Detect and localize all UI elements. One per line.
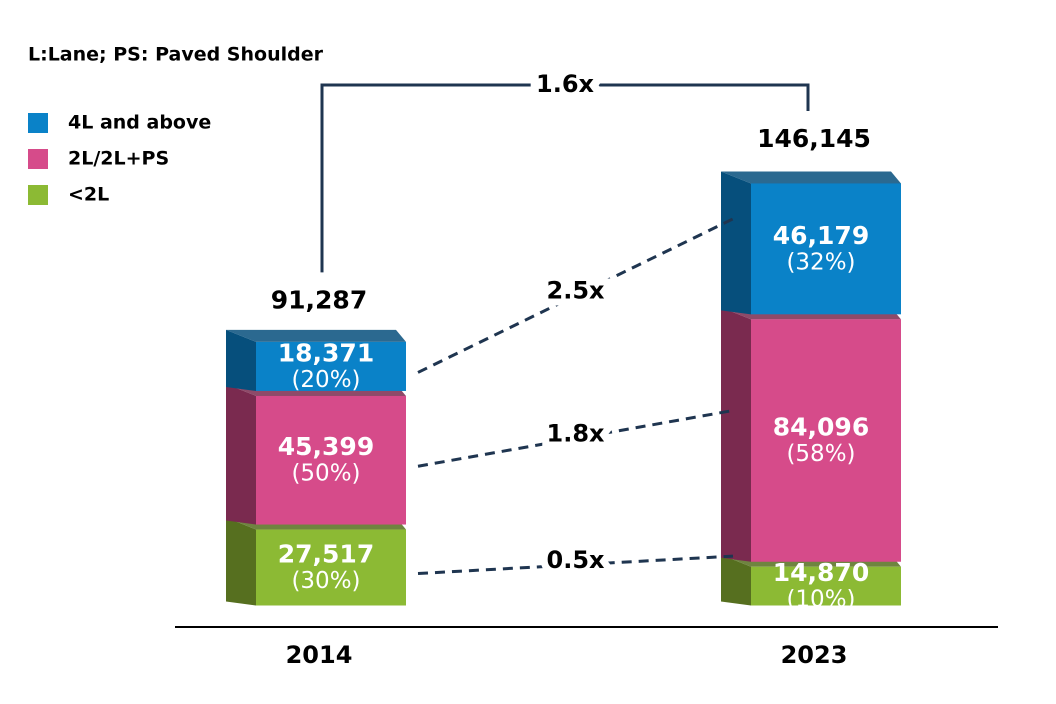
- value-label: 27,517: [278, 540, 374, 569]
- total-label: 91,287: [271, 285, 367, 314]
- legend-swatch: [28, 149, 48, 169]
- share-label: (20%): [291, 367, 360, 393]
- share-label: (30%): [291, 568, 360, 594]
- bar-segment: [226, 329, 406, 391]
- value-label: 46,179: [773, 221, 869, 250]
- share-label: (50%): [291, 461, 360, 487]
- bar-side: [226, 517, 256, 606]
- share-label: (10%): [786, 587, 855, 613]
- growth-label: 2.5x: [547, 277, 606, 305]
- bar-top: [721, 171, 901, 184]
- total-label: 146,145: [757, 124, 871, 153]
- bar: [256, 395, 406, 525]
- total-bracket: [320, 83, 810, 273]
- legend-swatch: [28, 185, 48, 205]
- total-growth-label: 1.6x: [536, 70, 595, 98]
- bar: [751, 319, 901, 562]
- value-label: 45,399: [278, 432, 374, 461]
- bar-top: [226, 329, 406, 342]
- value-label: 18,371: [278, 338, 374, 367]
- growth-label: 1.8x: [547, 419, 606, 447]
- value-label: 14,870: [773, 558, 869, 587]
- bar: [751, 183, 901, 315]
- x-tick-label: 2014: [286, 641, 353, 669]
- bar-segment: [721, 171, 901, 315]
- bar: [751, 566, 901, 606]
- legend-label: <2L: [68, 184, 109, 206]
- share-label: (58%): [786, 441, 855, 467]
- bar-side: [226, 383, 256, 525]
- x-tick-label: 2023: [781, 641, 848, 669]
- growth-connector: [417, 217, 734, 374]
- note: L:Lane; PS: Paved Shoulder: [28, 44, 324, 66]
- bar-side: [721, 554, 751, 606]
- growth-connector: [417, 409, 734, 468]
- legend-label: 2L/2L+PS: [68, 148, 169, 170]
- value-label: 84,096: [773, 413, 869, 442]
- bar: [256, 529, 406, 606]
- bar-side: [226, 329, 256, 391]
- growth-connector: [417, 554, 734, 576]
- share-label: (32%): [786, 249, 855, 275]
- bar-side: [721, 307, 751, 562]
- bar: [256, 341, 406, 391]
- legend-label: 4L and above: [68, 112, 211, 134]
- bar-segment: [226, 383, 406, 525]
- growth-label: 0.5x: [547, 546, 606, 574]
- legend-swatch: [28, 113, 48, 133]
- bar-side: [721, 171, 751, 315]
